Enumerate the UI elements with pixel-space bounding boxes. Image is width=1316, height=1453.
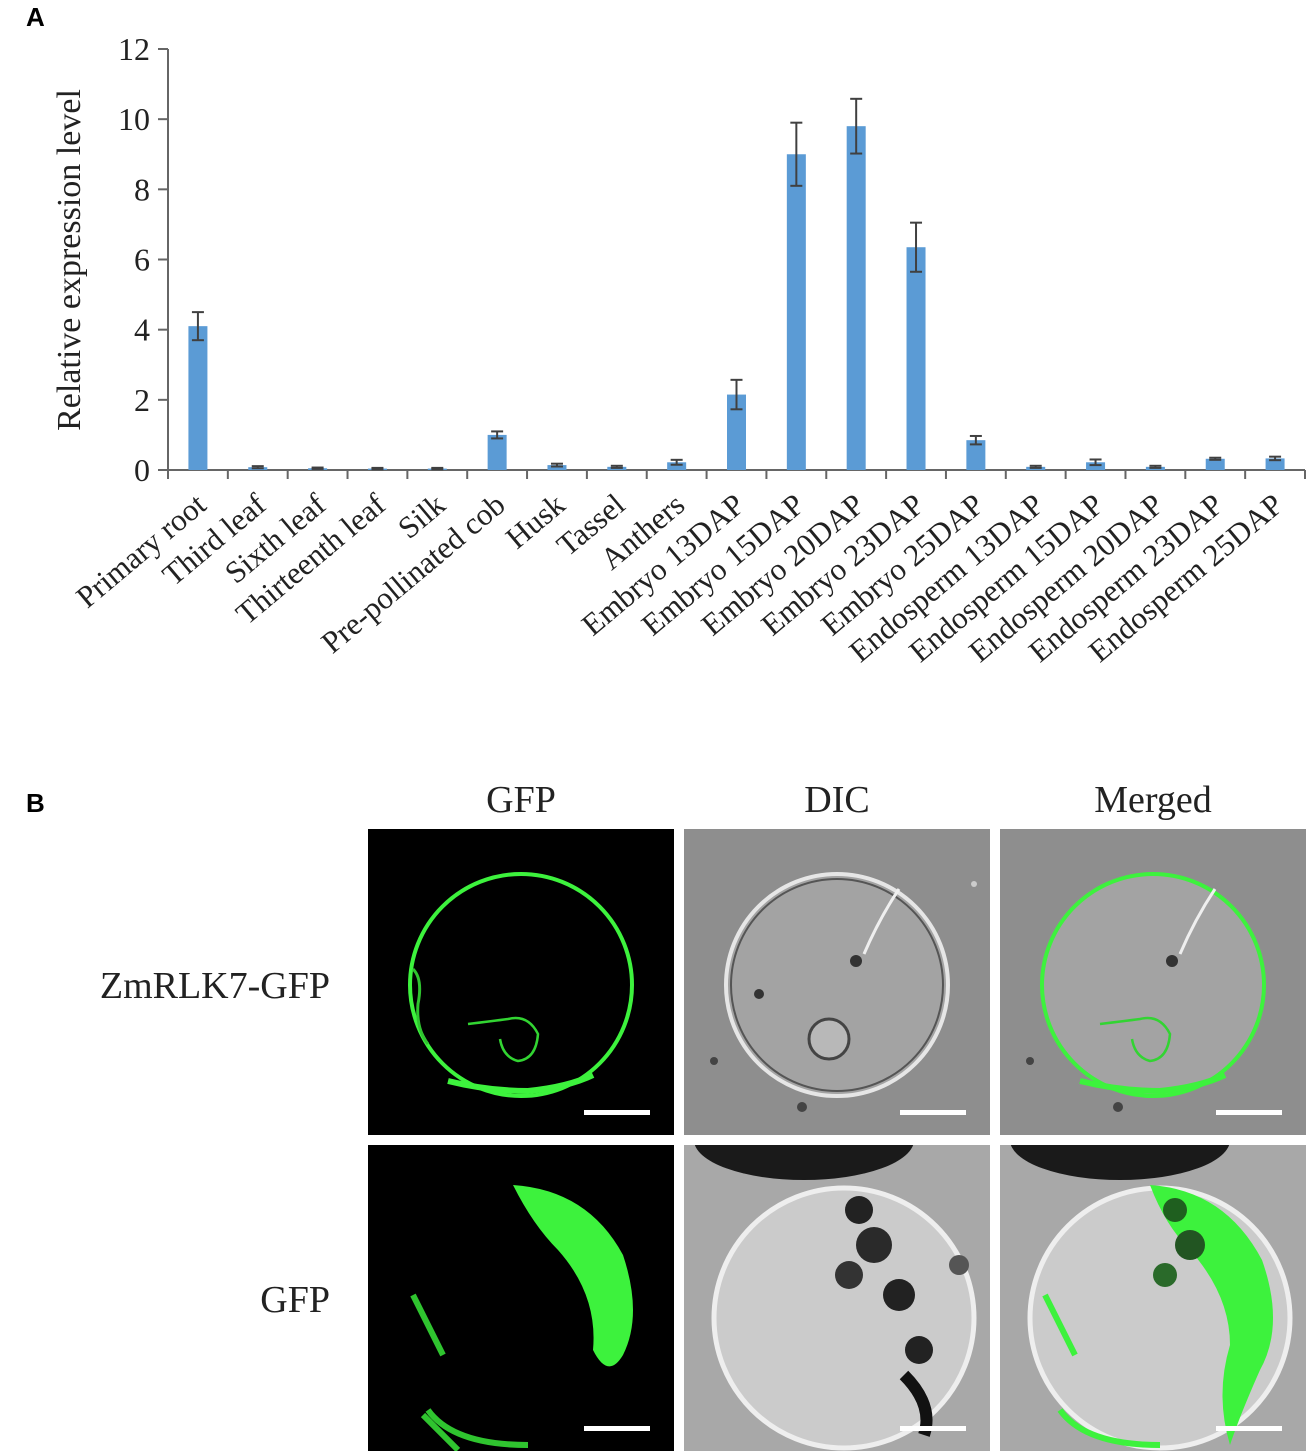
micrograph-gfp-merged <box>1000 1145 1306 1451</box>
y-tick-label: 2 <box>134 382 150 418</box>
row-header-zmrlk7-gfp: ZmRLK7-GFP <box>99 965 330 1007</box>
row-header-gfp: GFP <box>260 1279 330 1321</box>
error-bar <box>1029 464 1042 469</box>
scale-bar <box>584 1110 650 1115</box>
bar <box>906 247 926 470</box>
bars <box>188 126 1285 470</box>
error-bar <box>1269 455 1282 462</box>
y-tick-label: 0 <box>134 452 150 488</box>
bar <box>487 434 507 470</box>
bar <box>966 440 986 470</box>
error-bar <box>550 462 563 468</box>
error-bar <box>371 466 384 471</box>
error-bar <box>431 466 444 471</box>
bar <box>547 465 567 470</box>
error-bar <box>1209 456 1222 461</box>
micrograph-gfp-fluorescence <box>368 1145 674 1451</box>
panel-a-letter: A <box>26 2 45 32</box>
error-bar <box>610 464 623 469</box>
scale-bar <box>900 1426 966 1431</box>
scale-bar <box>1216 1110 1282 1115</box>
y-tick-label: 8 <box>134 171 150 207</box>
error-bar <box>1149 464 1162 469</box>
error-bars <box>191 97 1282 471</box>
micrograph-gfp-dic <box>684 1145 990 1451</box>
error-bar <box>910 221 923 273</box>
bar <box>1205 458 1225 470</box>
y-tick-label: 6 <box>134 242 150 278</box>
micrograph-zmrlk7-gfp-merged <box>1000 829 1306 1135</box>
panel-b-letter: B <box>26 788 45 818</box>
bar <box>667 462 687 470</box>
error-bar <box>1089 458 1102 467</box>
bar <box>188 326 208 470</box>
error-bar <box>191 311 204 342</box>
bar <box>1265 458 1285 470</box>
error-bar <box>670 458 683 466</box>
error-bar <box>730 378 743 411</box>
column-header-dic: DIC <box>804 779 870 821</box>
micrograph-zmrlk7-gfp-fluorescence <box>368 829 674 1135</box>
micrograph-zmrlk7-gfp-dic <box>684 829 990 1135</box>
scale-bar <box>900 1110 966 1115</box>
error-bar <box>311 466 324 470</box>
x-axis <box>167 469 1306 479</box>
scale-bar <box>1216 1426 1282 1431</box>
error-bar <box>850 97 863 155</box>
bar <box>846 126 866 470</box>
bar <box>1086 462 1106 470</box>
column-header-merged: Merged <box>1094 779 1212 821</box>
error-bar <box>969 434 982 446</box>
bar <box>727 394 746 470</box>
error-bar <box>491 430 504 440</box>
bar <box>786 154 806 470</box>
error-bar <box>251 465 264 470</box>
y-tick-label: 12 <box>118 31 150 67</box>
error-bar <box>790 121 803 187</box>
column-header-gfp: GFP <box>486 779 556 821</box>
y-axis-label: Relative expression level <box>51 89 88 431</box>
y-axis: 0 2 4 6 8 10 12 <box>118 31 169 488</box>
y-tick-label: 4 <box>134 312 150 348</box>
y-tick-label: 10 <box>118 101 150 137</box>
scale-bar <box>584 1426 650 1431</box>
